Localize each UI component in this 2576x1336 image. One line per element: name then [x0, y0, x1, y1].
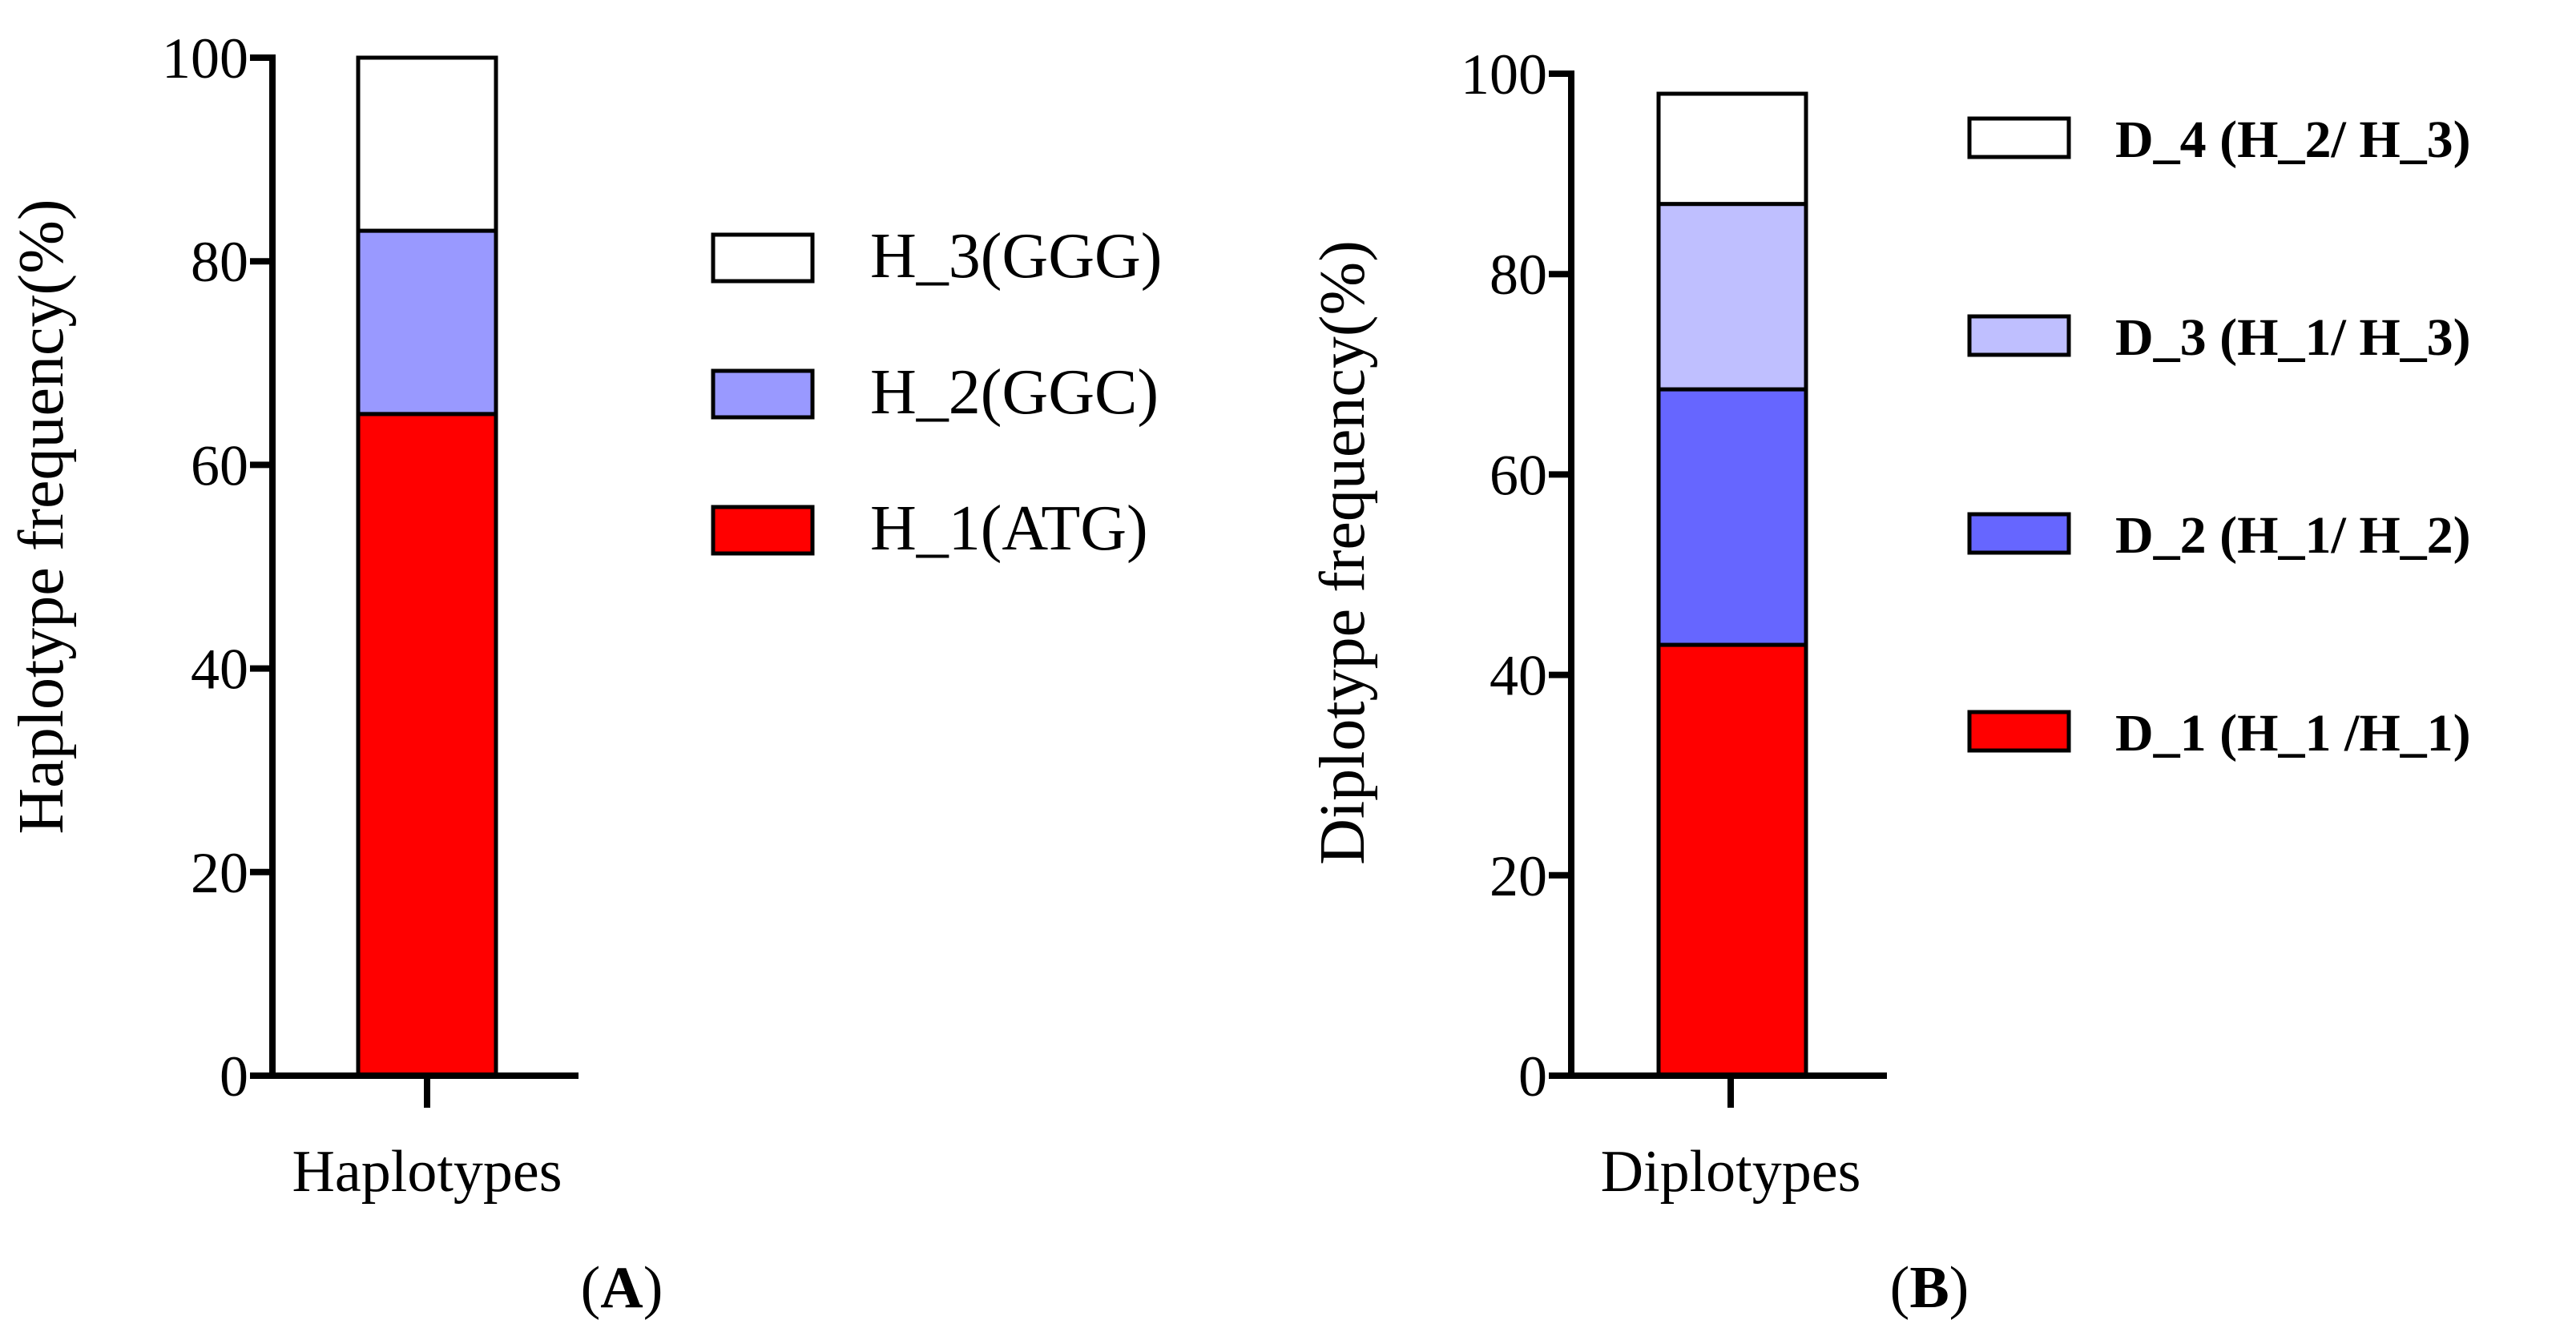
y-tick-label: 100 — [1461, 42, 1547, 107]
bar-segment-h-3-ggg — [356, 55, 498, 233]
legend-swatch-d-2-h-1-h-2 — [1967, 512, 2071, 555]
bar-segment-h-2-ggc — [356, 228, 498, 416]
legend-swatch-h-1-atg — [711, 505, 815, 556]
y-tick-label: 40 — [191, 638, 248, 702]
y-tick-label: 80 — [191, 230, 248, 294]
y-tick-label: 20 — [191, 841, 248, 905]
y-tick-label: 0 — [1518, 1044, 1547, 1109]
bar-segment-d-4-h-2-h-3 — [1656, 91, 1808, 207]
legend-label-d-4-h-2-h-3: D_4 (H_2/ H_3) — [2115, 111, 2471, 169]
chart-panel-b: Diplotype frequency(%) 0 20 40 60 80 100 Dipl… — [1308, 42, 2471, 1321]
panel-label-a: (A) — [581, 1255, 663, 1321]
y-tick-label: 100 — [162, 26, 248, 91]
legend-label-d-3-h-1-h-3: D_3 (H_1/ H_3) — [2115, 308, 2471, 367]
y-tick-label: 0 — [220, 1044, 248, 1109]
y-axis-label-b: Diplotype frequency(%) — [1308, 240, 1378, 865]
legend-label-d-1-h-1-h-1: D_1 (H_1 /H_1) — [2115, 704, 2471, 763]
bar-stack-b — [1656, 91, 1808, 1078]
legend-b: D_4 (H_2/ H_3) D_3 (H_1/ H_3) D_2 (H_1/ H_… — [1967, 111, 2471, 763]
legend-label-d-2-h-1-h-2: D_2 (H_1/ H_2) — [2115, 506, 2471, 565]
bar-segment-h-1-atg — [356, 412, 498, 1078]
y-ticks-b: 0 20 40 60 80 100 — [1461, 42, 1571, 1109]
panel-label-b: (B) — [1890, 1255, 1969, 1321]
y-axis-label-a: Haplotype frequency(%) — [6, 199, 77, 835]
chart-panel-a: Haplotype frequency(%) 0 20 40 60 80 100 Hapl… — [6, 26, 1162, 1321]
legend-swatch-h-2-ggc — [711, 368, 815, 420]
x-tick-label-haplotypes: Haplotypes — [292, 1139, 562, 1205]
legend-label-h-3-ggg: H_3(GGG) — [870, 221, 1162, 292]
y-tick-label: 60 — [1490, 443, 1547, 507]
legend-swatch-d-1-h-1-h-1 — [1967, 710, 2071, 753]
bar-segment-d-3-h-1-h-3 — [1656, 202, 1808, 392]
y-tick-label: 80 — [1490, 243, 1547, 307]
y-tick-label: 60 — [191, 433, 248, 497]
legend-label-h-1-atg: H_1(ATG) — [870, 493, 1148, 564]
bar-segment-d-2-h-1-h-2 — [1656, 387, 1808, 647]
y-tick-label: 20 — [1490, 844, 1547, 908]
x-tick-label-diplotypes: Diplotypes — [1601, 1139, 1861, 1205]
legend-label-h-2-ggc: H_2(GGC) — [870, 357, 1159, 428]
legend-a: H_3(GGG) H_2(GGC) H_1(ATG) — [711, 221, 1162, 564]
legend-swatch-d-3-h-1-h-3 — [1967, 314, 2071, 357]
bar-stack-a — [356, 55, 498, 1078]
bar-segment-d-1-h-1-h-1 — [1656, 642, 1808, 1078]
y-ticks-a: 0 20 40 60 80 100 — [162, 26, 272, 1109]
legend-swatch-h-3-ggg — [711, 232, 815, 284]
y-tick-label: 40 — [1490, 644, 1547, 708]
legend-swatch-d-4-h-2-h-3 — [1967, 116, 2071, 159]
